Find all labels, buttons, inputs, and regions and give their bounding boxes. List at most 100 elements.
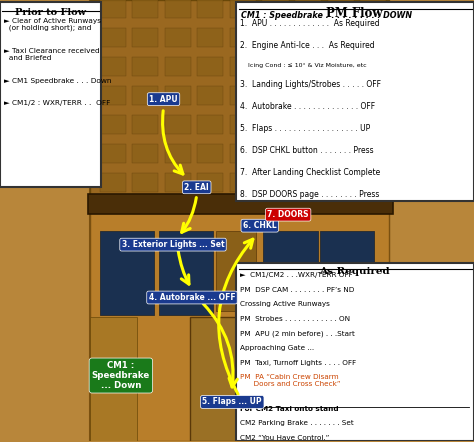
Bar [263,173,289,192]
Text: 5.  Flaps . . . . . . . . . . . . . . . . . . UP: 5. Flaps . . . . . . . . . . . . . . . .… [240,124,370,133]
Text: PM  DSP CAM . . . . . . . . PF’s ND: PM DSP CAM . . . . . . . . PF’s ND [240,287,354,293]
Text: As Required: As Required [319,267,390,276]
Text: 3.  Landing Lights/Strobes . . . . . OFF: 3. Landing Lights/Strobes . . . . . OFF [240,80,381,89]
Text: ► Taxi Clearance received
  and Briefed: ► Taxi Clearance received and Briefed [4,48,100,61]
Bar [100,57,126,76]
Bar [320,232,374,315]
Bar [132,115,158,133]
Text: CM1 : Speedbrake . . . . . . . . . . DOWN: CM1 : Speedbrake . . . . . . . . . . DOW… [241,11,412,20]
Bar [263,28,289,47]
Bar [132,86,158,105]
Bar [360,115,386,133]
Bar [197,173,223,192]
Text: CM2 “You Have Control.”: CM2 “You Have Control.” [240,434,329,441]
Bar [197,144,223,163]
FancyBboxPatch shape [236,2,474,202]
Text: ► CM1/2 : WXR/TERR . .  OFF: ► CM1/2 : WXR/TERR . . OFF [4,100,110,107]
Bar [197,28,223,47]
Bar [132,28,158,47]
Bar [90,317,137,441]
Bar [230,144,256,163]
Text: PM  Strobes . . . . . . . . . . . . ON: PM Strobes . . . . . . . . . . . . ON [240,316,350,322]
Bar [132,0,158,18]
Text: 7. DOORS: 7. DOORS [267,210,309,219]
Bar [159,232,213,315]
Text: PM  PA “Cabin Crew Disarm
      Doors and Cross Check”: PM PA “Cabin Crew Disarm Doors and Cross… [240,374,340,387]
Bar [165,144,191,163]
Text: 8.  DSP DOORS page . . . . . . . . Press: 8. DSP DOORS page . . . . . . . . Press [240,190,379,199]
Bar [90,0,389,441]
Bar [295,28,321,47]
Bar [132,144,158,163]
Bar [360,86,386,105]
Bar [263,57,289,76]
FancyBboxPatch shape [236,263,474,441]
Bar [328,57,354,76]
Bar [295,115,321,133]
Text: 6.  DSP CHKL button . . . . . . . Press: 6. DSP CHKL button . . . . . . . Press [240,146,374,155]
Bar [360,0,386,18]
Bar [337,317,384,441]
Bar [328,173,354,192]
Text: CM1 :
Speedbrake
... Down: CM1 : Speedbrake ... Down [92,361,150,390]
Text: Approaching Gate ...: Approaching Gate ... [240,345,314,351]
Bar [100,232,154,315]
Text: 2. EAI: 2. EAI [184,183,209,192]
Bar [100,173,126,192]
Bar [216,232,256,311]
Bar [165,28,191,47]
Text: ►  CM1/CM2 . . .WXR/TERR OFF: ► CM1/CM2 . . .WXR/TERR OFF [240,272,353,278]
Text: PM  Taxi, Turnoff Lights . . . . OFF: PM Taxi, Turnoff Lights . . . . OFF [240,360,356,366]
Bar [295,86,321,105]
Bar [328,28,354,47]
Bar [100,0,126,18]
Bar [132,173,158,192]
Text: ► CM1 Speedbrake . . . Down: ► CM1 Speedbrake . . . Down [4,78,111,84]
Bar [230,173,256,192]
Bar [230,115,256,133]
Bar [165,57,191,76]
Bar [295,144,321,163]
Bar [197,57,223,76]
Bar [263,115,289,133]
Bar [360,28,386,47]
Text: PM Flow: PM Flow [326,7,383,19]
Bar [165,173,191,192]
Bar [90,205,389,441]
Text: 4.  Autobrake . . . . . . . . . . . . . . OFF: 4. Autobrake . . . . . . . . . . . . . .… [240,102,375,111]
Text: 4. Autobrake ... OFF: 4. Autobrake ... OFF [149,293,235,302]
Bar [295,173,321,192]
Text: Icing Cond : ≤ 10° & Viz Moisture, etc: Icing Cond : ≤ 10° & Viz Moisture, etc [240,63,366,68]
Text: For CM2 Taxi onto stand: For CM2 Taxi onto stand [240,405,338,412]
Bar [165,115,191,133]
Text: 2.  Engine Anti-Ice . . .  As Required: 2. Engine Anti-Ice . . . As Required [240,41,374,50]
Bar [190,317,282,441]
Bar [132,57,158,76]
Bar [88,194,393,214]
Bar [360,57,386,76]
Text: 7.  After Landing Checklist Complete: 7. After Landing Checklist Complete [240,168,380,177]
Bar [230,86,256,105]
Text: 3. Exterior Lights ... Set: 3. Exterior Lights ... Set [122,240,224,249]
Bar [263,86,289,105]
Bar [263,0,289,18]
Bar [90,0,389,205]
Bar [360,144,386,163]
Text: Crossing Active Runways: Crossing Active Runways [240,301,330,308]
Text: 5. Flaps ... UP: 5. Flaps ... UP [202,397,262,407]
Bar [230,0,256,18]
Bar [197,0,223,18]
Bar [197,115,223,133]
Text: ► Clear of Active Runways
  (or holding short); and: ► Clear of Active Runways (or holding sh… [4,18,101,31]
Bar [197,86,223,105]
Bar [328,115,354,133]
Bar [328,144,354,163]
Bar [295,0,321,18]
Bar [100,86,126,105]
Bar [100,144,126,163]
Text: 1. APU: 1. APU [149,95,178,104]
Bar [100,115,126,133]
Bar [328,0,354,18]
Text: 1.  APU . . . . . . . . . . . . .  As Required: 1. APU . . . . . . . . . . . . . As Requ… [240,19,380,28]
Bar [263,144,289,163]
